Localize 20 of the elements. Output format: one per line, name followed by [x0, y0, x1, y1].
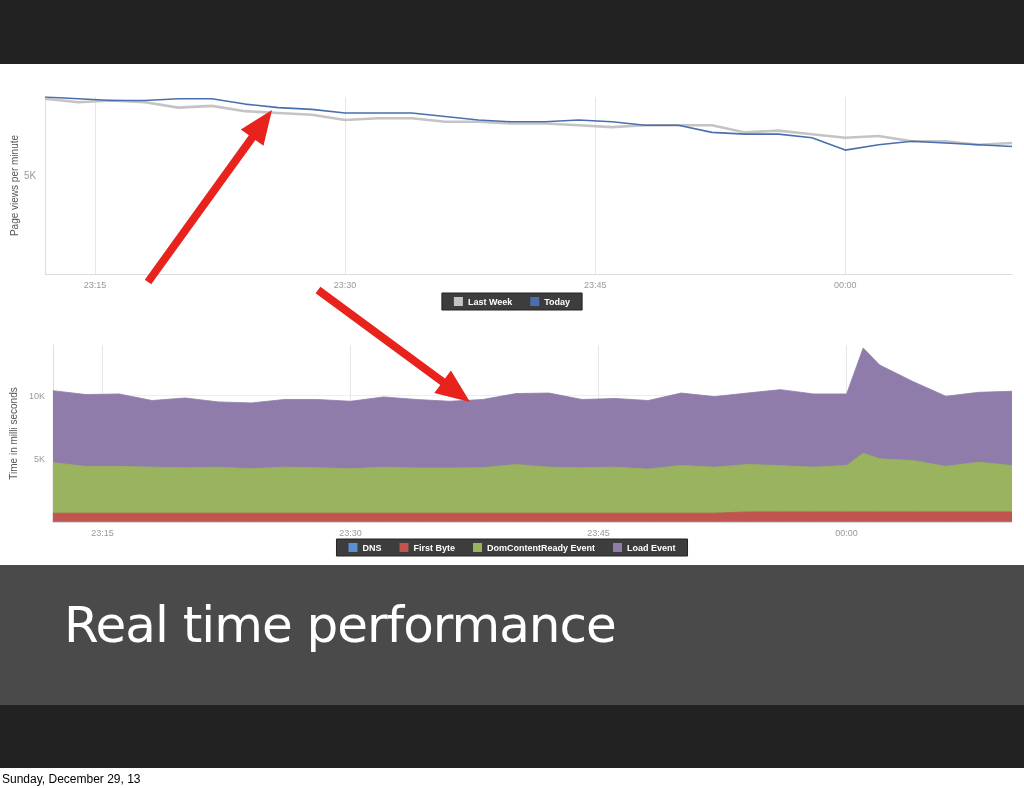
text: Sunday, December 29, 13	[2, 772, 141, 786]
x-tick-label: 23:30	[339, 527, 362, 538]
x-tick-label: 23:30	[333, 279, 357, 290]
legend-label: DomContentReady Event	[487, 542, 596, 553]
text: 5K	[24, 170, 37, 181]
x-tick-label: 00:00	[833, 279, 857, 290]
x-tick-label: 23:15	[83, 279, 107, 290]
x-tick-label: 23:45	[587, 527, 610, 538]
y-tick-label: 10K	[28, 390, 45, 401]
y-axis-title: Time in milli seconds	[7, 387, 19, 480]
legend-label: First Byte	[413, 542, 455, 553]
x-tick-label: 23:45	[583, 279, 607, 290]
x-tick-label: 23:15	[91, 527, 114, 538]
legend-label: DNS	[362, 542, 382, 553]
legend-label: Last Week	[467, 296, 514, 307]
legend-label: Load Event	[627, 542, 676, 553]
legend-label: Today	[544, 296, 571, 307]
text: Real time performance	[64, 596, 616, 654]
y-axis-title: Page views per minute	[8, 134, 20, 237]
x-tick-label: 00:00	[835, 527, 858, 538]
